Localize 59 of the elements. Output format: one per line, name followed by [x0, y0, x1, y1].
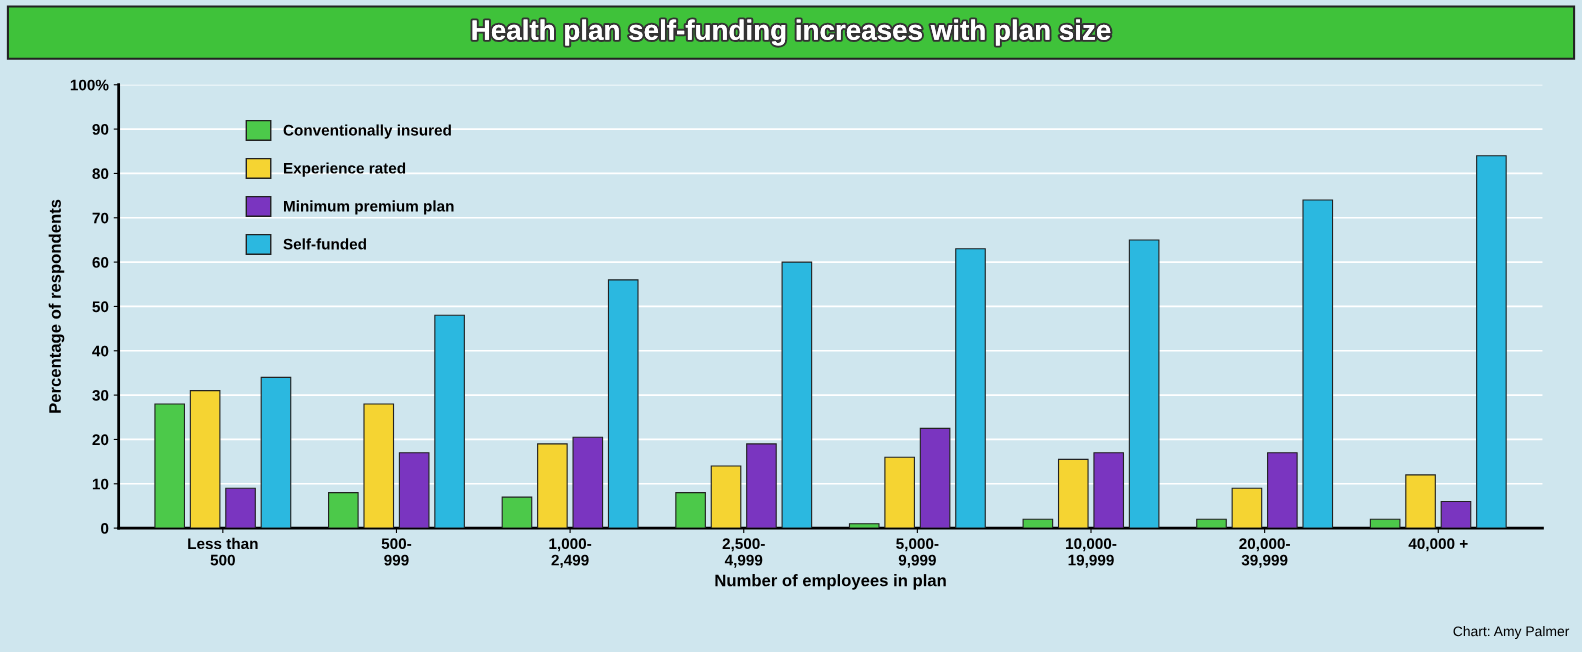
bar	[154, 403, 186, 529]
bar	[848, 523, 880, 529]
x-axis-title: Number of employees in plan	[715, 574, 946, 590]
bar	[501, 496, 533, 529]
bar	[1196, 518, 1227, 529]
bar	[675, 492, 706, 529]
bar	[225, 487, 256, 529]
bar	[537, 443, 568, 529]
y-tick-label: 100%	[70, 79, 109, 91]
bar	[1440, 500, 1472, 529]
bar	[1022, 518, 1054, 529]
bar	[434, 314, 465, 529]
x-tick-label: 1,000- 2,499	[549, 538, 592, 568]
legend-label: Self-funded	[283, 238, 366, 250]
bar	[710, 465, 742, 529]
x-tick-label: 500- 999	[381, 538, 412, 566]
bar	[572, 436, 604, 529]
bar	[1267, 452, 1298, 529]
bar	[781, 261, 813, 529]
bar	[884, 456, 915, 529]
legend-label: Experience rated	[283, 162, 406, 177]
x-tick-label: 40,000 +	[1408, 538, 1468, 552]
y-tick-label: 10	[92, 478, 109, 490]
y-axis-title: Percentage of respondents	[48, 199, 65, 413]
bar	[189, 390, 221, 529]
bar	[363, 403, 395, 529]
bar	[1302, 199, 1334, 529]
y-tick-label: 50	[92, 301, 109, 313]
x-tick-label: 2,500- 4,999	[722, 538, 765, 568]
bar	[1093, 452, 1125, 529]
y-tick-label: 40	[92, 345, 109, 357]
y-tick-label: 0	[101, 522, 109, 534]
x-tick-label: Less than 500	[188, 537, 258, 566]
bar	[607, 279, 639, 529]
bar	[1231, 487, 1263, 529]
bar	[328, 492, 359, 529]
x-tick-label: 5,000- 9,999	[896, 538, 939, 568]
bar	[1476, 155, 1507, 529]
legend-label: Minimum premium plan	[283, 200, 454, 215]
bar	[1405, 474, 1436, 529]
y-tick-label: 20	[92, 434, 109, 446]
text: Chart: Amy Palmer	[1453, 626, 1570, 639]
y-tick-label: 70	[92, 212, 109, 224]
bar	[746, 443, 777, 529]
x-tick-label: 10,000- 19,999	[1066, 538, 1117, 568]
x-tick-label: 20,000- 39,999	[1239, 538, 1290, 568]
y-tick-label: 60	[92, 256, 109, 268]
y-tick-label: 80	[92, 168, 109, 180]
bar	[919, 427, 951, 529]
chart-title: Health plan self-funding increases with plan size	[472, 19, 1111, 46]
y-tick-label: 30	[92, 389, 109, 401]
bar	[955, 248, 986, 529]
bar	[1128, 239, 1160, 529]
bar	[1057, 458, 1089, 529]
y-tick-label: 90	[92, 123, 109, 135]
legend-label: Conventionally insured	[283, 124, 451, 139]
bar	[260, 376, 292, 529]
bar	[398, 452, 430, 529]
bar	[1369, 518, 1401, 529]
